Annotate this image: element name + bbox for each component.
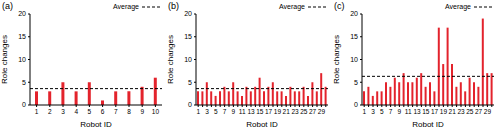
svg-text:7: 7 [389, 108, 393, 115]
svg-text:5: 5 [380, 108, 384, 115]
svg-text:3: 3 [371, 108, 375, 115]
svg-text:23: 23 [457, 108, 465, 115]
html-text:(a): (a) [2, 1, 13, 11]
html-text:(b): (b) [168, 1, 179, 11]
svg-text:5: 5 [22, 79, 26, 86]
svg-text:0: 0 [22, 101, 26, 108]
svg-text:10: 10 [152, 108, 160, 115]
svg-text:29: 29 [484, 108, 492, 115]
svg-text:29: 29 [318, 108, 326, 115]
svg-text:15: 15 [350, 33, 358, 40]
svg-text:17: 17 [265, 108, 273, 115]
svg-text:19: 19 [274, 108, 282, 115]
svg-text:9: 9 [140, 108, 144, 115]
svg-text:11: 11 [239, 108, 246, 115]
svg-text:19: 19 [440, 108, 448, 115]
svg-text:5: 5 [188, 79, 192, 86]
svg-text:17: 17 [431, 108, 439, 115]
svg-text:Role changes: Role changes [8, 35, 9, 84]
svg-text:1: 1 [362, 108, 366, 115]
svg-text:13: 13 [247, 108, 255, 115]
svg-text:25: 25 [300, 108, 308, 115]
html-text:Average: Average [279, 3, 305, 10]
svg-text:20: 20 [184, 10, 192, 17]
svg-text:10: 10 [184, 56, 192, 63]
svg-text:27: 27 [475, 108, 483, 115]
svg-text:15: 15 [184, 33, 192, 40]
svg-text:13: 13 [413, 108, 421, 115]
svg-text:Role changes: Role changes [332, 35, 341, 84]
html-text:(c): (c) [334, 1, 345, 11]
svg-text:9: 9 [398, 108, 402, 115]
svg-text:8: 8 [127, 108, 131, 115]
svg-text:15: 15 [18, 33, 26, 40]
svg-text:10: 10 [350, 56, 358, 63]
svg-text:5: 5 [354, 79, 358, 86]
svg-text:6: 6 [101, 108, 105, 115]
svg-text:11: 11 [405, 108, 412, 115]
svg-text:27: 27 [309, 108, 317, 115]
svg-text:7: 7 [114, 108, 118, 115]
svg-text:20: 20 [18, 10, 26, 17]
svg-text:2: 2 [48, 108, 52, 115]
svg-text:15: 15 [422, 108, 430, 115]
svg-text:21: 21 [449, 108, 457, 115]
svg-text:4: 4 [74, 108, 78, 115]
svg-text:5: 5 [214, 108, 218, 115]
svg-text:Role changes: Role changes [166, 35, 175, 84]
svg-text:3: 3 [205, 108, 209, 115]
html-text:Average: Average [445, 3, 471, 10]
svg-text:15: 15 [256, 108, 264, 115]
svg-text:Robot ID: Robot ID [80, 120, 112, 127]
svg-text:10: 10 [18, 56, 26, 63]
svg-text:1: 1 [35, 108, 39, 115]
svg-text:23: 23 [291, 108, 299, 115]
svg-text:3: 3 [61, 108, 65, 115]
svg-text:Robot ID: Robot ID [246, 120, 278, 127]
svg-text:1: 1 [196, 108, 200, 115]
html-text:Average: Average [113, 3, 139, 10]
svg-text:0: 0 [354, 101, 358, 108]
svg-text:Robot ID: Robot ID [412, 120, 444, 127]
svg-text:9: 9 [232, 108, 236, 115]
svg-text:0: 0 [188, 101, 192, 108]
svg-text:21: 21 [283, 108, 291, 115]
svg-text:25: 25 [466, 108, 474, 115]
svg-text:20: 20 [350, 10, 358, 17]
svg-text:7: 7 [223, 108, 227, 115]
svg-text:5: 5 [88, 108, 92, 115]
